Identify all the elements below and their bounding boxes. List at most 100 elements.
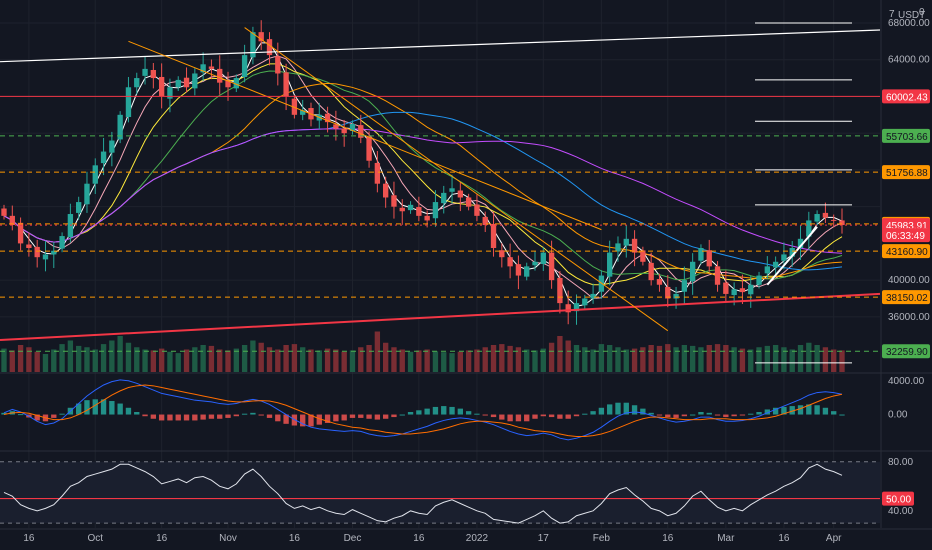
candle[interactable] bbox=[1, 204, 7, 220]
candle[interactable] bbox=[92, 158, 98, 194]
candle-body[interactable] bbox=[797, 238, 804, 248]
time-axis[interactable]: 16 Oct 16 Nov 16 Dec 16 2022 17 Feb 16 Mar 16 Apr bbox=[23, 533, 842, 544]
candle[interactable] bbox=[125, 76, 132, 123]
candle-body[interactable] bbox=[540, 252, 546, 264]
candle-body[interactable] bbox=[607, 252, 613, 277]
candle[interactable] bbox=[631, 230, 638, 267]
candle-body[interactable] bbox=[349, 124, 356, 131]
candle[interactable] bbox=[117, 111, 123, 144]
candle[interactable] bbox=[449, 174, 455, 204]
candle-body[interactable] bbox=[358, 125, 364, 138]
candle[interactable] bbox=[134, 72, 140, 95]
candle[interactable] bbox=[640, 246, 646, 266]
candle[interactable] bbox=[42, 240, 49, 272]
candle-body[interactable] bbox=[217, 68, 223, 83]
price-label[interactable]: 38150.02 bbox=[882, 290, 930, 305]
candle[interactable] bbox=[275, 42, 281, 86]
candle[interactable] bbox=[200, 52, 206, 82]
candle-body[interactable] bbox=[34, 246, 40, 258]
candle-body[interactable] bbox=[689, 261, 696, 282]
candle[interactable] bbox=[814, 210, 820, 226]
candle[interactable] bbox=[490, 211, 497, 257]
candle[interactable] bbox=[424, 210, 430, 228]
candle[interactable] bbox=[548, 240, 555, 289]
candle[interactable] bbox=[465, 193, 472, 211]
candle-body[interactable] bbox=[117, 114, 123, 140]
candle-body[interactable] bbox=[100, 151, 107, 164]
candle-body[interactable] bbox=[565, 304, 571, 313]
candle-body[interactable] bbox=[407, 204, 414, 211]
candle-body[interactable] bbox=[731, 289, 737, 296]
candle-body[interactable] bbox=[374, 162, 381, 184]
candle-body[interactable] bbox=[615, 243, 621, 252]
candle[interactable] bbox=[358, 114, 364, 144]
candle-body[interactable] bbox=[465, 197, 472, 207]
candle[interactable] bbox=[441, 185, 447, 214]
candle-body[interactable] bbox=[499, 250, 505, 258]
upper-trend-line[interactable] bbox=[0, 29, 881, 63]
candle[interactable] bbox=[623, 225, 629, 258]
candle[interactable] bbox=[748, 276, 754, 308]
candle[interactable] bbox=[474, 194, 480, 222]
candle-body[interactable] bbox=[739, 288, 746, 293]
candle-body[interactable] bbox=[125, 87, 132, 118]
candle-body[interactable] bbox=[656, 279, 663, 285]
candle-body[interactable] bbox=[814, 214, 820, 222]
candle-body[interactable] bbox=[714, 266, 721, 285]
candle-body[interactable] bbox=[806, 220, 812, 237]
candle[interactable] bbox=[300, 99, 306, 121]
candle-body[interactable] bbox=[333, 124, 339, 129]
candle-body[interactable] bbox=[300, 110, 306, 115]
candle[interactable] bbox=[689, 253, 696, 295]
candle-body[interactable] bbox=[631, 238, 638, 253]
candle[interactable] bbox=[158, 63, 165, 109]
candle-body[interactable] bbox=[266, 39, 273, 56]
candle-body[interactable] bbox=[432, 202, 439, 219]
candle-body[interactable] bbox=[449, 188, 455, 192]
candle-body[interactable] bbox=[839, 220, 845, 226]
candle[interactable] bbox=[183, 67, 190, 93]
candle-body[interactable] bbox=[482, 216, 488, 226]
candle-body[interactable] bbox=[42, 254, 49, 260]
candle-body[interactable] bbox=[366, 136, 372, 161]
candle[interactable] bbox=[391, 181, 397, 219]
candle-body[interactable] bbox=[192, 73, 198, 89]
candle-body[interactable] bbox=[51, 250, 57, 255]
macd-pane[interactable]: 4000.00 0.00 bbox=[1, 376, 925, 441]
candle[interactable] bbox=[432, 190, 439, 227]
candle-body[interactable] bbox=[109, 140, 115, 153]
candle-body[interactable] bbox=[258, 32, 264, 42]
candle-body[interactable] bbox=[698, 248, 704, 261]
candle[interactable] bbox=[76, 196, 82, 220]
candle[interactable] bbox=[283, 63, 289, 111]
candle-body[interactable] bbox=[665, 286, 671, 299]
candle-body[interactable] bbox=[341, 128, 347, 134]
candle[interactable] bbox=[524, 262, 530, 281]
candle[interactable] bbox=[482, 211, 488, 233]
candle-body[interactable] bbox=[233, 78, 239, 89]
candle-body[interactable] bbox=[275, 56, 281, 74]
candle-body[interactable] bbox=[524, 266, 530, 277]
candle-body[interactable] bbox=[76, 202, 82, 213]
candle-body[interactable] bbox=[183, 77, 190, 88]
candle[interactable] bbox=[615, 236, 621, 262]
candle[interactable] bbox=[723, 270, 729, 303]
candle-body[interactable] bbox=[590, 293, 596, 299]
candle-body[interactable] bbox=[150, 69, 157, 79]
candle[interactable] bbox=[648, 252, 654, 286]
candle[interactable] bbox=[17, 217, 24, 251]
price-label[interactable]: 43160.90 bbox=[882, 244, 930, 259]
candle[interactable] bbox=[797, 225, 804, 260]
candle-body[interactable] bbox=[457, 190, 464, 198]
candle-body[interactable] bbox=[723, 282, 729, 294]
candle-body[interactable] bbox=[134, 78, 140, 88]
candle[interactable] bbox=[582, 294, 588, 309]
candle-body[interactable] bbox=[490, 223, 497, 248]
candle-body[interactable] bbox=[382, 183, 389, 198]
candle[interactable] bbox=[607, 240, 613, 286]
candle-body[interactable] bbox=[416, 207, 422, 216]
candle-body[interactable] bbox=[582, 298, 588, 306]
candle[interactable] bbox=[291, 94, 298, 119]
